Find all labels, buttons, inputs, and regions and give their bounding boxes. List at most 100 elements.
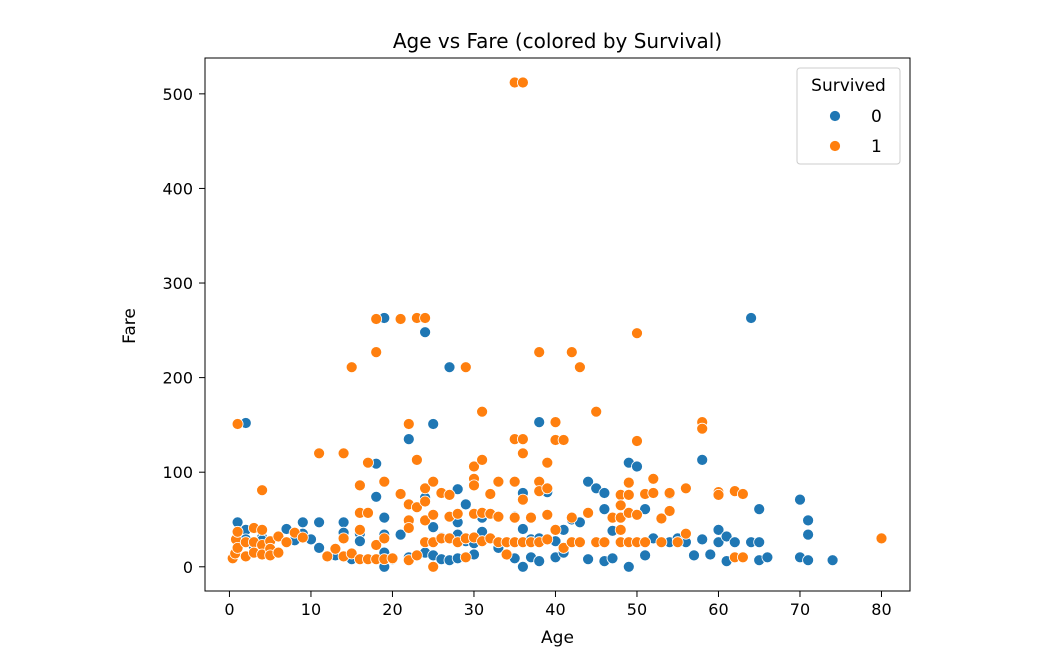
data-point-survived-0 <box>313 542 326 554</box>
data-point-survived-1 <box>663 505 676 517</box>
data-point-survived-1 <box>631 508 643 521</box>
data-point-survived-0 <box>370 490 383 503</box>
data-point-survived-0 <box>696 533 709 546</box>
data-point-survived-1 <box>492 475 505 488</box>
data-point-survived-0 <box>517 560 529 573</box>
data-point-survived-0 <box>712 536 725 549</box>
data-point-survived-1 <box>712 488 725 501</box>
legend-title: Survived <box>811 76 886 96</box>
data-point-survived-0 <box>598 487 611 499</box>
data-point-survived-1 <box>484 488 497 500</box>
data-point-survived-1 <box>378 532 391 545</box>
data-point-survived-0 <box>631 460 643 473</box>
data-point-survived-1 <box>362 456 374 469</box>
x-tick-label: 10 <box>301 600 321 619</box>
data-point-survived-1 <box>410 549 423 562</box>
data-point-survived-0 <box>712 524 725 536</box>
data-point-survived-1 <box>370 539 383 551</box>
data-point-survived-1 <box>427 560 440 573</box>
data-point-survived-0 <box>313 516 326 529</box>
data-point-survived-1 <box>565 346 578 359</box>
data-point-survived-1 <box>614 499 627 512</box>
data-point-survived-1 <box>353 479 366 492</box>
data-point-survived-0 <box>296 516 309 529</box>
data-point-survived-1 <box>565 511 578 524</box>
data-point-survived-1 <box>541 482 554 495</box>
data-point-survived-1 <box>557 542 570 554</box>
data-point-survived-1 <box>647 487 660 499</box>
data-point-survived-0 <box>745 312 757 324</box>
data-point-survived-0 <box>688 549 700 562</box>
data-point-survived-1 <box>386 552 399 565</box>
data-point-survived-1 <box>680 482 692 495</box>
data-point-survived-1 <box>663 487 676 499</box>
data-point-survived-0 <box>582 475 594 488</box>
legend-marker-0 <box>829 110 841 122</box>
y-tick-label: 400 <box>162 179 193 198</box>
data-point-survived-1 <box>419 312 432 324</box>
data-point-survived-1 <box>875 532 888 545</box>
data-point-survived-1 <box>345 547 358 560</box>
data-point-survived-0 <box>533 416 546 429</box>
y-tick-label: 200 <box>162 369 193 388</box>
x-tick-label: 50 <box>627 600 647 619</box>
x-axis-label: Age <box>541 628 574 648</box>
data-point-survived-1 <box>614 524 627 536</box>
data-point-survived-1 <box>345 361 358 374</box>
data-point-survived-1 <box>631 327 643 340</box>
data-point-survived-1 <box>256 484 269 497</box>
data-point-survived-1 <box>443 488 456 501</box>
data-point-survived-0 <box>696 453 709 466</box>
x-tick-label: 60 <box>708 600 728 619</box>
data-point-survived-1 <box>451 507 464 520</box>
data-point-survived-1 <box>468 460 480 473</box>
data-point-survived-1 <box>631 435 643 447</box>
y-tick-label: 0 <box>183 558 193 577</box>
y-tick-label: 500 <box>162 85 193 104</box>
data-point-survived-1 <box>541 456 554 469</box>
data-point-survived-1 <box>622 476 635 489</box>
data-point-survived-1 <box>370 346 383 359</box>
y-tick-label: 300 <box>162 274 193 293</box>
data-point-survived-1 <box>427 508 440 521</box>
data-point-survived-0 <box>753 503 766 516</box>
data-point-survived-1 <box>394 488 407 500</box>
data-point-survived-1 <box>492 510 505 523</box>
data-point-survived-1 <box>696 422 709 435</box>
data-point-survived-1 <box>231 418 244 430</box>
data-point-survived-1 <box>378 475 391 488</box>
data-point-survived-1 <box>231 525 244 538</box>
data-point-survived-1 <box>517 76 529 89</box>
data-point-survived-1 <box>680 527 692 540</box>
data-point-survived-0 <box>533 555 546 567</box>
data-point-survived-0 <box>419 326 432 339</box>
plot-area <box>205 58 910 591</box>
data-point-survived-1 <box>410 501 423 514</box>
data-point-survived-1 <box>272 530 285 543</box>
y-tick-label: 100 <box>162 463 193 482</box>
data-point-survived-1 <box>655 512 668 525</box>
x-tick-label: 30 <box>464 600 484 619</box>
data-point-survived-1 <box>574 361 586 374</box>
data-point-survived-1 <box>394 313 407 325</box>
data-point-survived-1 <box>655 536 668 549</box>
data-point-survived-0 <box>802 528 814 541</box>
data-point-survived-1 <box>402 418 415 430</box>
x-tick-label: 70 <box>790 600 810 619</box>
plot-border <box>204 57 911 592</box>
data-point-survived-0 <box>394 528 407 541</box>
data-point-survived-1 <box>574 536 586 549</box>
data-point-survived-1 <box>476 405 489 418</box>
data-point-survived-1 <box>582 507 594 519</box>
data-point-survived-0 <box>598 503 611 516</box>
data-point-survived-1 <box>329 542 342 555</box>
data-point-survived-1 <box>533 346 546 359</box>
y-axis-label: Fare <box>120 308 140 344</box>
data-point-survived-1 <box>517 447 529 460</box>
data-point-survived-1 <box>508 511 521 524</box>
data-point-survived-0 <box>704 548 717 561</box>
y-axis: 0 100 200 300 400 500 <box>162 85 205 577</box>
data-point-survived-1 <box>353 524 366 536</box>
x-axis: 0 10 20 30 40 50 60 70 80 <box>224 591 892 619</box>
